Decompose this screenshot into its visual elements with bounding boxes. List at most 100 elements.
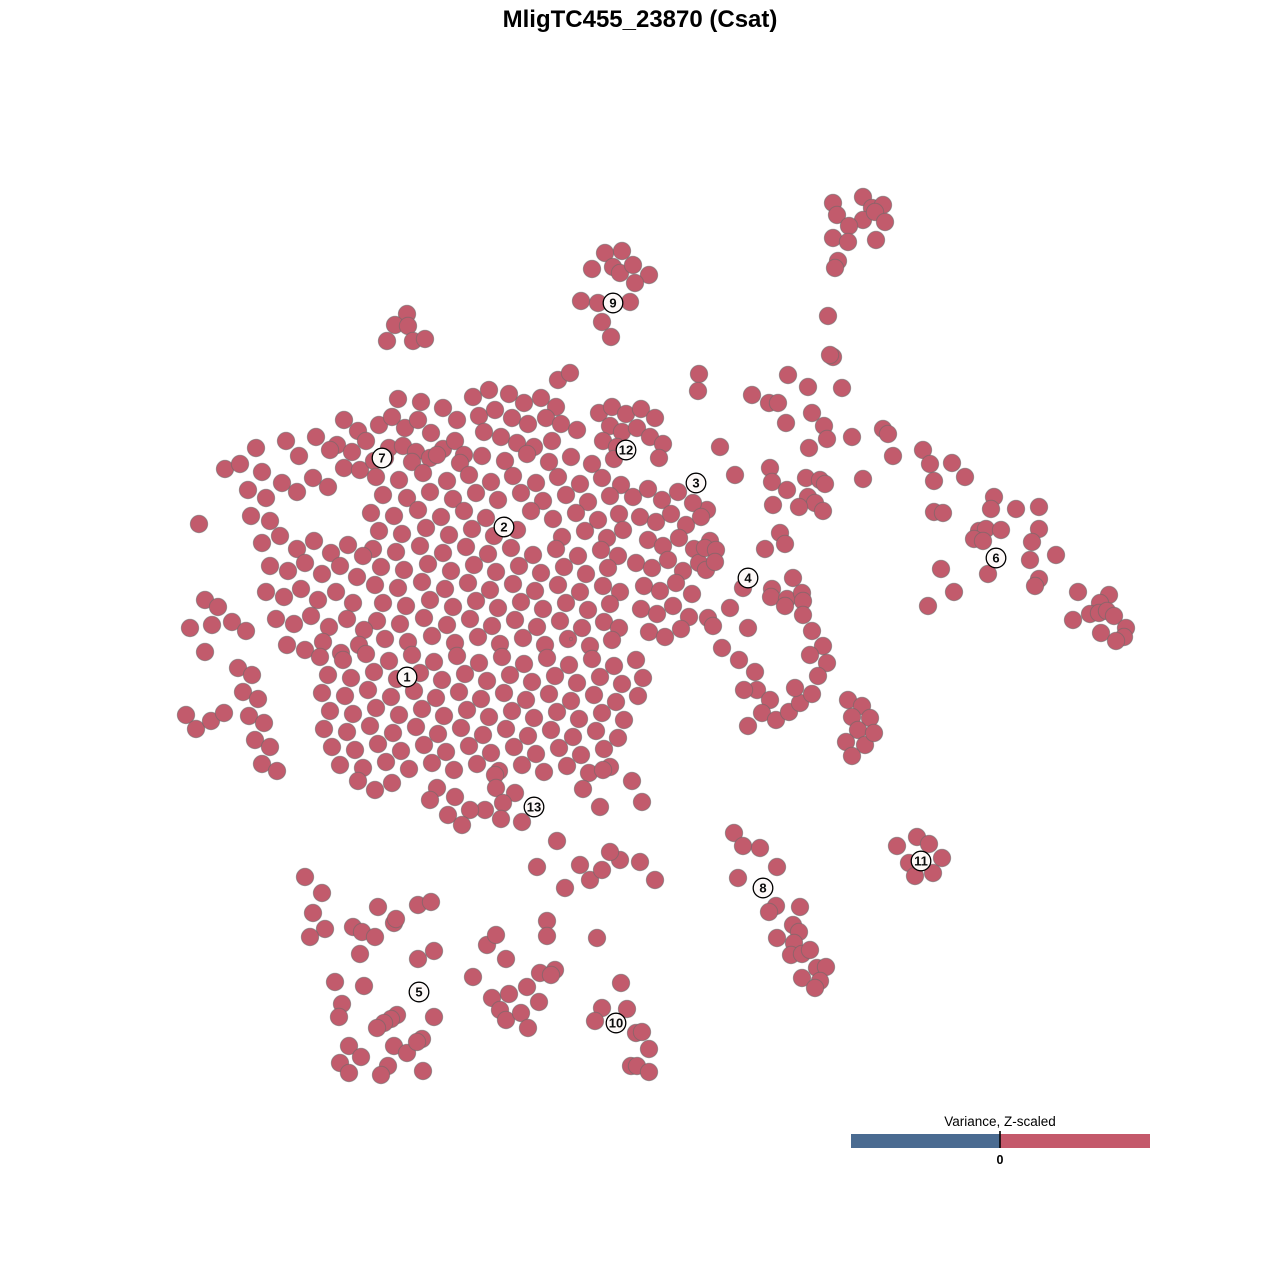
cluster-label-number: 6 [992,551,999,566]
data-point [631,599,651,619]
data-point [491,809,511,829]
data-point [633,668,653,688]
data-point [391,741,411,761]
data-point [669,528,689,548]
data-point [529,992,549,1012]
data-point [473,725,493,745]
data-point [320,701,340,721]
data-point [312,883,332,903]
data-point [241,506,261,526]
data-point [933,503,953,523]
data-point [875,212,895,232]
data-point [762,472,782,492]
cluster-label-circle [523,796,545,818]
data-point [427,445,447,465]
data-point [276,431,296,451]
data-point [342,442,362,462]
cluster-label-1: 1 [396,666,418,688]
data-point [705,552,725,572]
data-point [390,614,410,634]
data-point [533,491,553,511]
data-point [1046,545,1066,565]
data-point [512,812,532,832]
data-point [576,564,596,584]
cluster-label-7: 7 [371,447,393,469]
data-point [436,742,456,762]
data-point [267,761,287,781]
data-point [598,558,618,578]
data-point [575,521,595,541]
data-point [313,632,333,652]
data-point [186,719,206,739]
data-point [627,418,647,438]
data-point [482,616,502,636]
data-point [256,582,276,602]
data-point [278,561,298,581]
data-point [813,636,833,656]
cluster-label-number: 7 [378,451,385,466]
data-point [630,507,650,527]
data-point [306,427,326,447]
data-point [944,582,964,602]
data-point [724,823,744,843]
data-point [592,468,612,488]
data-point [420,790,440,810]
data-point [422,626,442,646]
data-point [412,572,432,592]
data-point [367,1018,387,1038]
data-point [775,596,795,616]
data-point [799,438,819,458]
data-point [689,364,709,384]
data-point [630,852,650,872]
data-point [502,701,522,721]
data-point [334,410,354,430]
data-point [611,475,631,495]
data-point [318,665,338,685]
data-point [386,542,406,562]
data-point [785,678,805,698]
data-point [720,598,740,618]
data-point [300,927,320,947]
data-point [301,606,321,626]
data-point [981,499,1001,519]
data-point [566,503,586,523]
data-point [632,1022,652,1042]
data-point [793,605,813,625]
cluster-label-circle [396,666,418,688]
tiny-data-point [568,636,574,642]
data-point [820,345,840,365]
data-point [505,610,525,630]
data-point [447,410,467,430]
data-point [1106,631,1126,651]
cluster-label-circle [605,1012,627,1034]
data-point [303,468,323,488]
data-point [479,380,499,400]
scatter-points [176,187,1136,1085]
data-point [287,482,307,502]
data-point [351,1047,371,1067]
data-point [458,573,478,593]
data-point [499,984,519,1004]
data-point [750,838,770,858]
data-point [590,797,610,817]
data-point [333,650,353,670]
data-point [1104,606,1124,626]
data-point [468,627,488,647]
data-point [918,596,938,616]
data-point [343,593,363,613]
data-point [476,508,496,528]
data-point [373,485,393,505]
data-point [585,1011,605,1031]
data-point [537,926,557,946]
data-point [383,723,403,743]
data-point [728,868,748,888]
data-point [547,831,567,851]
data-point [364,662,384,682]
data-point [932,848,952,868]
data-point [478,544,498,564]
data-point [509,556,529,576]
data-point [402,452,422,472]
data-point [180,618,200,638]
data-point [590,667,610,687]
